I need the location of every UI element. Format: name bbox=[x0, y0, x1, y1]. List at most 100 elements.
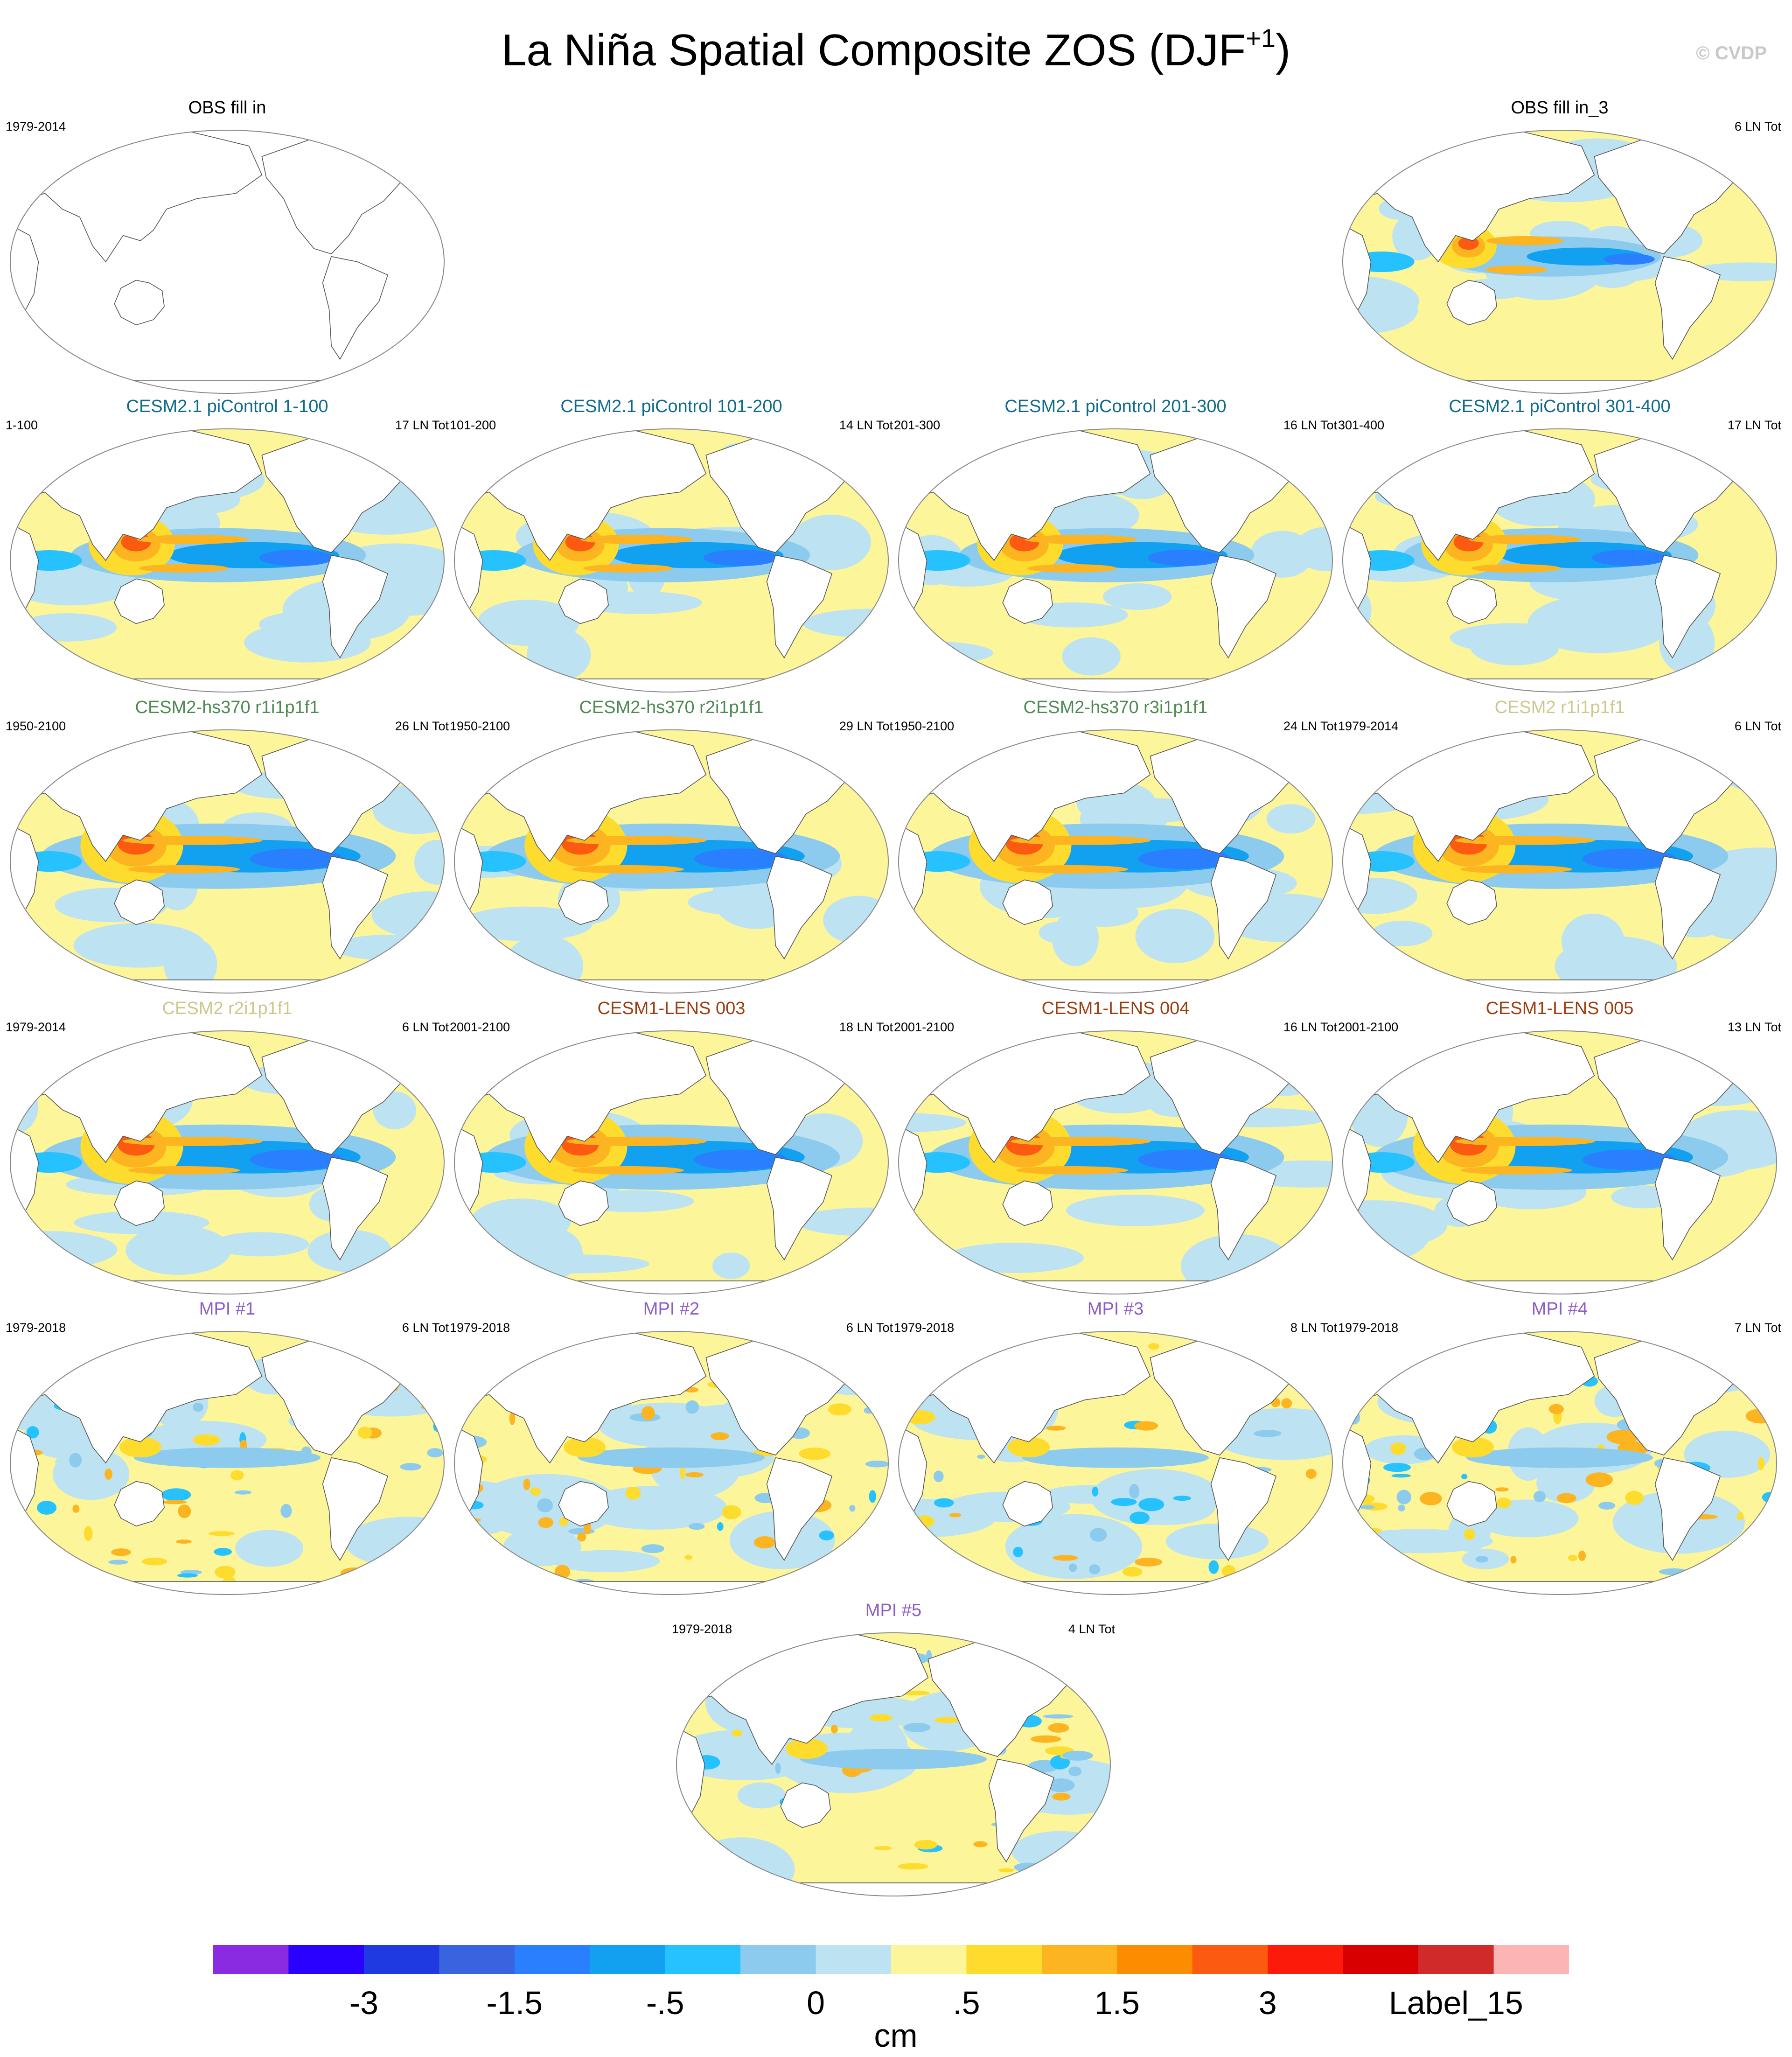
anomaly-speckle bbox=[819, 1530, 834, 1540]
cold-tongue-peak bbox=[1603, 253, 1655, 265]
anomaly-patch bbox=[52, 1448, 130, 1500]
samerica-landmass bbox=[1210, 1156, 1277, 1261]
antarctica-landmass bbox=[1343, 1280, 1777, 1294]
anomaly-patch bbox=[164, 937, 217, 992]
greenland-landmass bbox=[1724, 1333, 1769, 1374]
panel-event-count: 6 LN Tot bbox=[1734, 119, 1781, 133]
anomaly-speckle bbox=[1068, 1563, 1077, 1572]
anomaly-speckle bbox=[1762, 1492, 1777, 1503]
colorbar-cell bbox=[363, 1945, 439, 1974]
warm-arm-north bbox=[122, 1136, 263, 1146]
panel-event-count: 7 LN Tot bbox=[1734, 1321, 1781, 1335]
map-border bbox=[454, 428, 889, 693]
anomaly-speckle bbox=[959, 1344, 983, 1358]
anomaly-speckle bbox=[1305, 1469, 1317, 1479]
cvdp-credit: © CVDP bbox=[1696, 43, 1767, 63]
anomaly-patch bbox=[1066, 1195, 1205, 1226]
greenland-landmass bbox=[836, 1333, 880, 1374]
map-panel: CESM2.1 piControl 201-300 201-300 16 LN To… bbox=[894, 396, 1337, 694]
anomaly-speckle bbox=[459, 1397, 476, 1408]
antarctica-landmass bbox=[10, 1581, 444, 1595]
antarctica-landmass bbox=[10, 1280, 444, 1294]
warm-pool bbox=[119, 1437, 161, 1458]
anomaly-speckle bbox=[688, 1523, 705, 1530]
anomaly-speckle bbox=[641, 1406, 655, 1420]
anomaly-speckle bbox=[280, 1504, 292, 1518]
anomaly-speckle bbox=[1398, 1504, 1405, 1512]
anomaly-speckle bbox=[208, 1531, 235, 1536]
anomaly-patch bbox=[688, 889, 773, 915]
warm-arm-north bbox=[580, 534, 693, 544]
warm-arm-south bbox=[1485, 265, 1547, 274]
warm-arm-south bbox=[128, 865, 240, 874]
anomaly-speckle bbox=[849, 1505, 856, 1512]
panel-period: 1950-2100 bbox=[450, 719, 510, 733]
antarctica-landmass bbox=[10, 678, 444, 692]
cold-tongue-peak bbox=[1138, 848, 1232, 869]
cold-tongue-peak bbox=[250, 1149, 343, 1170]
anomaly-speckle bbox=[1533, 1490, 1546, 1503]
anomaly-speckle bbox=[680, 1465, 686, 1479]
world-map bbox=[676, 1632, 1111, 1896]
anomaly-speckle bbox=[357, 1427, 372, 1439]
anomaly-speckle bbox=[1069, 1847, 1083, 1860]
anomaly-speckle bbox=[178, 1504, 191, 1518]
panel-title: OBS fill in_3 bbox=[1511, 98, 1609, 118]
panel-period: 1950-2100 bbox=[894, 719, 955, 733]
map-panel: MPI #3 1979-2018 8 LN Tot bbox=[894, 1298, 1337, 1597]
samerica-landmass bbox=[766, 554, 833, 659]
anomaly-speckle bbox=[69, 1453, 82, 1468]
panel-period: 1979-2014 bbox=[1338, 719, 1399, 733]
anomaly-speckle bbox=[230, 1470, 244, 1481]
antarctica-landmass bbox=[10, 979, 444, 993]
warm-arm-north bbox=[1455, 835, 1595, 845]
australia-landmass bbox=[114, 879, 165, 925]
anomaly-patch bbox=[1343, 1350, 1377, 1378]
colorbar-cell bbox=[1418, 1945, 1494, 1974]
warm-arm-south bbox=[583, 564, 673, 573]
anomaly-speckle bbox=[72, 1504, 80, 1513]
anomaly-speckle bbox=[1092, 1865, 1098, 1874]
panel-period: 1979-2018 bbox=[450, 1321, 510, 1335]
greenland-landmass bbox=[391, 1333, 436, 1374]
anomaly-speckle bbox=[20, 1364, 28, 1371]
anomaly-speckle bbox=[1598, 1502, 1616, 1510]
panel-event-count: 16 LN Tot bbox=[1283, 1020, 1337, 1034]
anomaly-patch bbox=[1527, 594, 1671, 653]
warm-arm-south bbox=[128, 1166, 240, 1175]
colorbar-cell bbox=[288, 1945, 364, 1974]
panel-period: 1979-2018 bbox=[672, 1622, 732, 1636]
world-map bbox=[1342, 428, 1777, 693]
anomaly-speckle bbox=[37, 1500, 57, 1515]
anomaly-patch bbox=[1165, 1523, 1269, 1560]
panel-title: CESM1-LENS 003 bbox=[597, 999, 746, 1018]
cold-tongue-peak bbox=[694, 848, 788, 869]
australia-landmass bbox=[114, 1180, 165, 1226]
colorbar-tick-label: 0 bbox=[807, 1985, 825, 2021]
greenland-landmass bbox=[1280, 1033, 1325, 1074]
anomaly-speckle bbox=[84, 1526, 93, 1541]
warm-arm-north bbox=[1011, 1136, 1151, 1146]
anomaly-speckle bbox=[732, 1729, 743, 1737]
panel-event-count: 18 LN Tot bbox=[839, 1020, 893, 1034]
anomaly-patch bbox=[126, 1225, 231, 1275]
panel-period: 101-200 bbox=[450, 418, 496, 432]
anomaly-speckle bbox=[977, 1455, 985, 1459]
panel-title: CESM2-hs370 r2i1p1f1 bbox=[579, 698, 764, 717]
anomaly-patch bbox=[10, 1543, 67, 1592]
colorbar-cell bbox=[213, 1945, 289, 1974]
anomaly-speckle bbox=[105, 1469, 112, 1480]
anomaly-speckle bbox=[775, 1762, 781, 1774]
world-map bbox=[898, 428, 1333, 693]
anomaly-speckle bbox=[828, 1403, 852, 1416]
colorbar-tick-label: Label_15 bbox=[1388, 1985, 1523, 2021]
world-map bbox=[10, 428, 445, 693]
anomaly-speckle bbox=[427, 1448, 443, 1458]
antarctica-landmass bbox=[899, 979, 1332, 993]
anomaly-patch bbox=[1062, 637, 1121, 676]
panel-title: CESM2.1 piControl 101-200 bbox=[560, 397, 782, 416]
panel-event-count: 14 LN Tot bbox=[839, 418, 893, 432]
anomaly-speckle bbox=[869, 1490, 876, 1503]
warm-arm-south bbox=[1460, 865, 1572, 874]
anomaly-speckle bbox=[400, 1463, 422, 1471]
